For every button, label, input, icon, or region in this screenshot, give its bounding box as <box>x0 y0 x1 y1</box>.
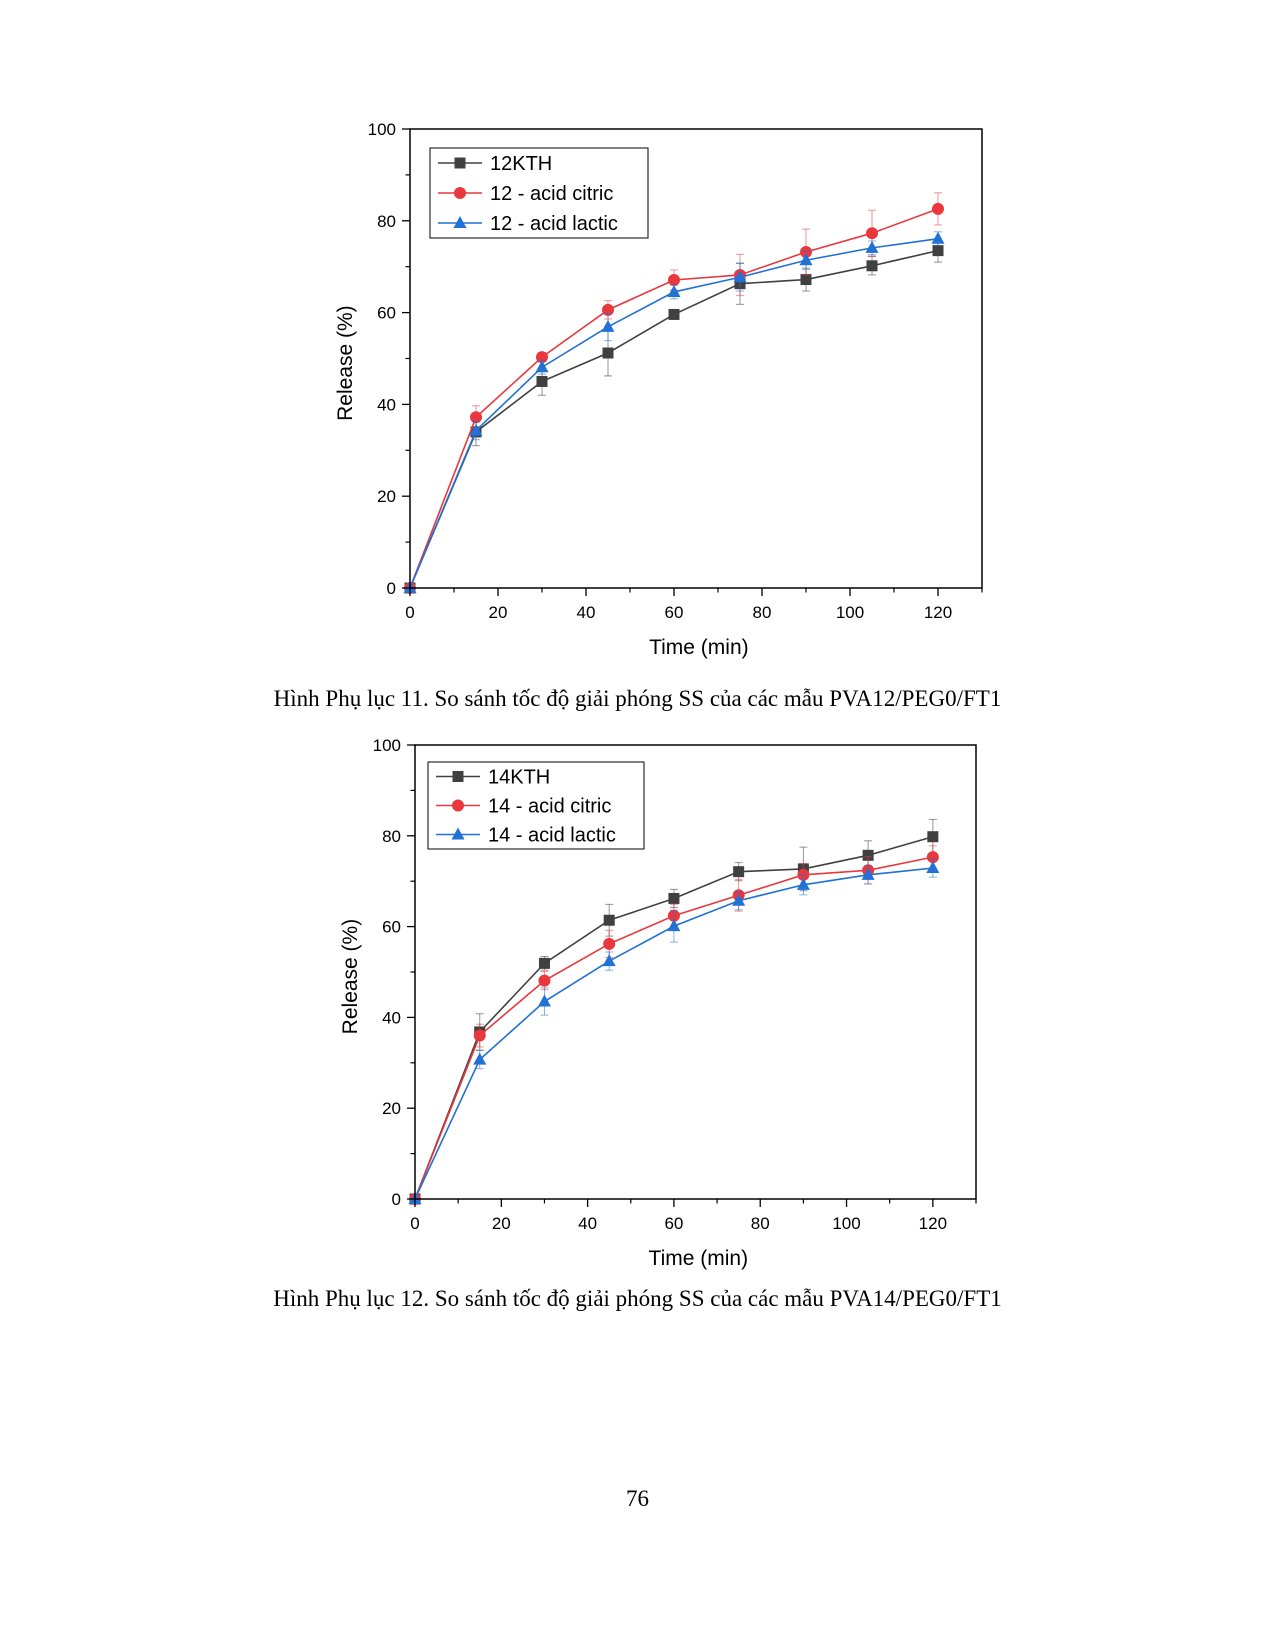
data-point-12kth <box>602 347 614 359</box>
data-point-14-acid-lactic <box>602 954 616 967</box>
data-point-14-acid-citric <box>473 1029 486 1042</box>
y-tick-label: 80 <box>382 827 401 846</box>
data-point-12-acid-citric <box>932 202 944 215</box>
x-tick-label: 120 <box>919 1214 947 1233</box>
page-number: 76 <box>626 1486 649 1511</box>
data-point-12kth <box>800 274 812 286</box>
data-point-12kth <box>866 260 878 272</box>
data-point-12-acid-citric <box>470 411 482 424</box>
data-point-12-acid-lactic <box>865 240 879 253</box>
legend-marker-12-acid-lactic <box>453 216 467 228</box>
series-line-12kth <box>409 249 939 589</box>
data-point-14kth <box>862 849 874 861</box>
x-axis-label: Time (min) <box>649 1247 749 1270</box>
series-12-acid-lactic <box>403 231 945 593</box>
data-point-14-acid-lactic <box>537 994 551 1007</box>
y-tick-label: 60 <box>377 304 396 323</box>
y-tick-label: 100 <box>368 120 396 139</box>
data-point-12-acid-lactic <box>931 231 945 244</box>
x-tick-label: 80 <box>753 603 772 622</box>
legend-marker-12kth <box>454 157 466 169</box>
chart-1-svg: 0 20 40 60 80 100 120 0 20 40 60 80 100 Time (min) Rel… <box>334 120 983 659</box>
x-tick-label: 60 <box>664 1214 683 1233</box>
legend-label-14-acid-lactic: 14 - acid lactic <box>488 825 616 847</box>
legend-label-14-acid-citric: 14 - acid citric <box>488 796 611 818</box>
y-tick-label: 0 <box>387 579 396 598</box>
x-tick-label: 0 <box>405 603 414 622</box>
y-tick-label: 80 <box>377 212 396 231</box>
y-tick-label: 20 <box>382 1099 401 1118</box>
data-point-12kth <box>668 308 680 320</box>
legend-marker-14kth <box>452 771 464 782</box>
x-tick-label: 100 <box>832 1214 860 1233</box>
data-point-12-acid-citric <box>866 227 878 240</box>
data-point-12kth <box>932 245 944 257</box>
legend-marker-12-acid-citric <box>454 187 466 199</box>
y-tick-label: 100 <box>373 736 401 755</box>
data-point-14-acid-lactic <box>861 867 875 880</box>
chart-2-svg: 0 20 40 60 80 100 120 0 20 40 60 80 100 Time (min) Rel… <box>339 736 977 1270</box>
x-tick-label: 40 <box>578 1214 597 1233</box>
y-tick-label: 40 <box>377 395 396 414</box>
legend-label-12kth: 12KTH <box>490 153 552 175</box>
y-tick-label: 60 <box>382 918 401 937</box>
x-tick-label: 20 <box>492 1214 511 1233</box>
x-tick-label: 40 <box>577 603 596 622</box>
data-point-12-acid-lactic <box>469 423 483 436</box>
data-point-14kth <box>538 957 550 969</box>
data-point-14-acid-lactic <box>732 893 746 906</box>
data-point-12-acid-lactic <box>733 270 747 283</box>
data-point-14kth <box>668 892 680 904</box>
chart-1: 0 20 40 60 80 100 120 0 20 40 60 80 100 Time (min) Rel… <box>0 0 1275 680</box>
x-tick-label: 60 <box>665 603 684 622</box>
data-point-12-acid-lactic <box>799 253 813 266</box>
legend: 12KTH 12 - acid citric 12 - acid lactic <box>429 147 649 239</box>
data-point-12kth <box>536 375 548 387</box>
x-axis-label: Time (min) <box>649 636 749 659</box>
legend: 14KTH 14 - acid citric 14 - acid lactic <box>427 761 645 850</box>
y-tick-label: 20 <box>377 487 396 506</box>
data-point-14-acid-lactic <box>667 919 681 932</box>
legend-label-14kth: 14KTH <box>488 767 550 789</box>
data-point-14-acid-lactic <box>473 1052 487 1065</box>
series-14kth <box>409 818 939 1205</box>
y-axis-label: Release (%) <box>334 305 357 421</box>
caption-2: Hình Phụ lục 12. So sánh tốc độ giải phó… <box>273 1286 1002 1311</box>
data-point-14-acid-citric <box>538 974 551 987</box>
data-point-12-acid-citric <box>668 274 680 287</box>
legend-marker-14-acid-citric <box>452 799 464 812</box>
data-point-14kth <box>733 866 745 878</box>
data-point-14-acid-citric <box>603 937 616 950</box>
data-point-12-acid-lactic <box>601 319 615 332</box>
caption-1: Hình Phụ lục 11. So sánh tốc độ giải phó… <box>273 686 1002 711</box>
legend-label-12-acid-citric: 12 - acid citric <box>490 183 613 205</box>
y-axis-label: Release (%) <box>339 919 362 1035</box>
data-point-12-acid-lactic <box>535 360 549 373</box>
data-point-14-acid-citric <box>926 851 939 864</box>
legend-marker-14-acid-lactic <box>451 827 465 840</box>
data-point-12-acid-lactic <box>667 284 681 297</box>
x-tick-label: 120 <box>924 603 952 622</box>
x-tick-label: 20 <box>489 603 508 622</box>
data-point-14-acid-lactic <box>796 877 810 890</box>
x-tick-label: 100 <box>836 603 864 622</box>
y-tick-label: 0 <box>392 1190 401 1209</box>
series-line-12-acid-citric <box>409 208 939 589</box>
legend-label-12-acid-lactic: 12 - acid lactic <box>490 213 618 235</box>
y-tick-label: 40 <box>382 1008 401 1027</box>
x-tick-label: 0 <box>410 1214 419 1233</box>
chart-2: 0 20 40 60 80 100 120 0 20 40 60 80 100 Time (min) Rel… <box>0 690 1275 1290</box>
data-point-14kth <box>927 831 939 843</box>
series-12-acid-citric <box>404 192 944 594</box>
x-tick-label: 80 <box>751 1214 770 1233</box>
data-point-14-acid-lactic <box>926 861 940 874</box>
series-14-acid-lactic <box>408 858 940 1204</box>
data-point-14kth <box>603 914 615 926</box>
